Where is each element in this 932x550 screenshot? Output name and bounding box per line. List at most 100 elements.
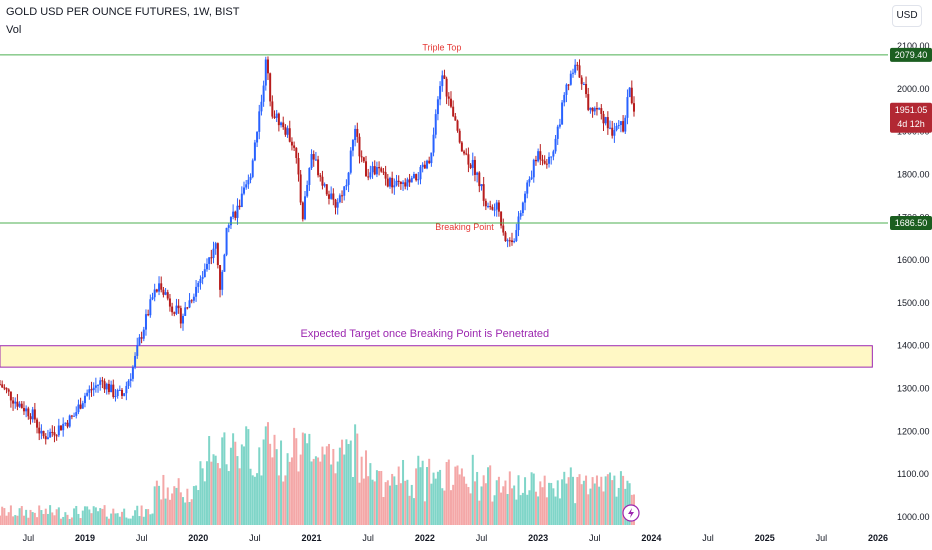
x-tick-label: 2024	[641, 533, 661, 543]
volume-bar	[243, 446, 246, 525]
candle	[578, 59, 581, 78]
volume-bar	[343, 454, 346, 525]
candle	[25, 405, 28, 418]
candle	[188, 293, 191, 309]
volume-bar	[354, 424, 357, 525]
volume-bar	[269, 443, 272, 525]
candle	[31, 406, 34, 423]
volume-bar	[92, 506, 95, 525]
volume-bar	[341, 439, 344, 525]
volume-indicator-label[interactable]: Vol	[6, 24, 22, 36]
candle	[99, 377, 102, 391]
candle	[404, 178, 407, 190]
candle	[107, 379, 110, 395]
volume-bar	[408, 495, 411, 525]
candle	[238, 199, 241, 210]
volume-bar	[306, 443, 309, 525]
candle	[449, 91, 452, 109]
volume-bar	[197, 490, 200, 525]
currency-button[interactable]: USD	[892, 5, 922, 27]
volume-bar	[367, 476, 370, 525]
candle	[532, 158, 535, 183]
candle	[40, 424, 43, 440]
candle	[539, 144, 542, 165]
volume-bar	[86, 506, 89, 525]
volume-bar	[334, 473, 337, 525]
volume-bar	[419, 467, 422, 525]
candlesticks	[0, 56, 635, 445]
volume-bar	[49, 505, 52, 525]
candle	[602, 110, 605, 131]
candle	[190, 299, 193, 304]
candle	[184, 301, 187, 317]
candle	[327, 190, 330, 205]
candle	[38, 421, 41, 441]
candle	[430, 152, 433, 167]
volume-bar	[238, 468, 241, 525]
candle	[537, 148, 540, 163]
volume-bar	[574, 503, 577, 525]
volume-bar	[550, 482, 553, 525]
candle	[487, 202, 490, 209]
candle	[445, 76, 448, 105]
x-tick-label: 2022	[415, 533, 435, 543]
volume-bar	[142, 516, 145, 525]
volume-bar	[495, 480, 498, 525]
candle	[90, 381, 93, 397]
x-tick-label: Jul	[249, 533, 261, 543]
candle	[504, 231, 507, 242]
candle	[373, 160, 376, 176]
volume-bar	[99, 508, 102, 525]
candle	[68, 414, 71, 428]
candle	[369, 165, 372, 180]
candle	[408, 173, 411, 187]
volume-bar	[62, 516, 65, 525]
candle	[308, 167, 311, 191]
volume-bar	[166, 487, 169, 525]
volume-bar	[619, 471, 622, 525]
candle	[271, 95, 274, 119]
candle	[534, 155, 537, 166]
candle	[574, 59, 577, 75]
volume-bar	[382, 497, 385, 525]
y-tick-label: 1100.00	[897, 469, 929, 479]
volume-bar	[321, 446, 324, 525]
candle	[88, 385, 91, 400]
volume-bar	[216, 463, 219, 525]
volume-bar	[219, 468, 222, 525]
volume-bar	[460, 468, 463, 525]
volume-bar	[251, 475, 254, 525]
volume-bar	[280, 440, 283, 525]
bolt-icon[interactable]	[622, 504, 640, 522]
candle	[613, 122, 616, 143]
volume-bar	[81, 510, 84, 525]
candle	[463, 149, 466, 156]
volume-bar	[97, 511, 100, 525]
candle	[380, 166, 383, 173]
time-axis[interactable]: Jul 2019 Jul 2020 Jul 2021 Jul 2022 Jul 2023 Jul 20…	[23, 533, 888, 543]
candle	[604, 116, 607, 126]
candle	[121, 387, 124, 400]
candle	[439, 81, 442, 106]
volume-bar	[199, 461, 202, 525]
candle	[467, 147, 470, 173]
volume-bar	[42, 513, 45, 525]
volume-bar	[534, 491, 537, 525]
volume-bar	[310, 461, 313, 525]
volume-bar	[443, 490, 446, 525]
volume-bar	[229, 447, 232, 525]
volume-bar	[290, 457, 293, 525]
volume-bar	[212, 454, 215, 525]
volume-bar	[563, 471, 566, 525]
y-tick-label: 1000.00	[897, 512, 930, 522]
volume-bar	[308, 433, 311, 525]
candle	[232, 204, 235, 220]
candle	[77, 399, 80, 415]
candle	[171, 302, 174, 316]
candle	[434, 109, 437, 139]
volume-bar	[465, 483, 468, 525]
candle	[541, 154, 544, 166]
candle	[216, 242, 219, 269]
volume-bar	[3, 508, 6, 525]
